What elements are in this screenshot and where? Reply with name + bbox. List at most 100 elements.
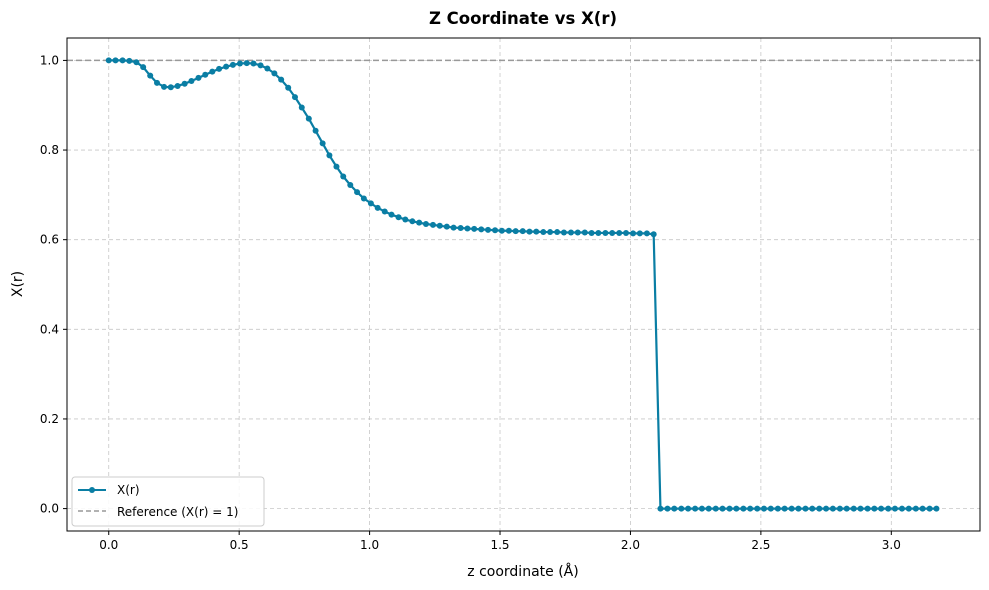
data-point (492, 227, 499, 234)
legend-box (71, 476, 265, 527)
data-point (664, 505, 671, 512)
data-point (422, 221, 429, 227)
data-point (843, 505, 850, 512)
data-point (347, 182, 354, 188)
data-point (312, 127, 319, 134)
data-point (105, 57, 112, 64)
data-point (919, 505, 926, 512)
data-point (747, 505, 754, 512)
data-point (133, 59, 140, 66)
x-tick-label: 0.0 (99, 538, 118, 552)
data-point (291, 94, 298, 101)
data-point (216, 65, 223, 72)
data-point (657, 505, 664, 512)
data-point (733, 505, 740, 512)
data-point (912, 505, 919, 512)
data-point (354, 189, 361, 196)
data-point (650, 231, 657, 238)
data-point (471, 225, 478, 232)
data-point (395, 214, 402, 221)
data-point (154, 79, 160, 86)
data-point (416, 219, 423, 226)
data-point (712, 505, 719, 512)
data-point (285, 84, 292, 91)
data-point (257, 62, 264, 69)
data-point (726, 505, 733, 512)
data-point (298, 104, 305, 111)
data-point (926, 505, 933, 512)
data-point (388, 211, 395, 218)
data-point (547, 229, 554, 236)
data-point (326, 152, 333, 159)
data-point (305, 115, 312, 122)
data-point (181, 80, 188, 87)
data-point (202, 71, 209, 78)
chart-title: Z Coordinate vs X(r) (429, 9, 617, 28)
data-point (609, 229, 616, 236)
y-tick-label: 0.0 (40, 502, 59, 516)
x-tick-label: 3.0 (882, 538, 901, 552)
data-point (864, 505, 871, 512)
y-axis-label: X(r) (10, 271, 26, 297)
data-point (829, 505, 836, 512)
data-point (485, 226, 492, 233)
y-tick-label: 0.4 (40, 322, 59, 336)
data-point (685, 505, 692, 512)
data-point (381, 208, 388, 215)
data-point (188, 78, 195, 85)
data-point (505, 227, 512, 234)
data-point (878, 505, 885, 512)
x-tick-label: 2.0 (621, 538, 640, 552)
data-point (119, 57, 126, 64)
data-point (223, 63, 230, 70)
data-point (195, 74, 202, 81)
legend: X(r) Reference (X(r) = 1) (71, 476, 265, 527)
data-point (678, 505, 685, 512)
data-point (236, 60, 243, 67)
legend-series-label: X(r) (117, 483, 140, 497)
x-tick-label: 0.5 (230, 538, 249, 552)
data-point (519, 228, 526, 235)
data-point (809, 505, 816, 512)
data-point (526, 228, 533, 235)
x-axis-ticks: 0.0 0.5 1.0 1.5 2.0 2.5 3.0 (99, 531, 901, 552)
data-point (850, 505, 857, 512)
y-tick-label: 1.0 (40, 53, 59, 67)
data-point (767, 505, 774, 512)
data-point (581, 229, 588, 236)
data-point (623, 229, 630, 236)
data-point (112, 57, 119, 64)
x-tick-label: 2.5 (751, 538, 770, 552)
data-point (761, 505, 768, 512)
data-point (174, 82, 181, 89)
data-point (595, 229, 602, 236)
data-point (147, 72, 154, 79)
y-tick-label: 0.2 (40, 412, 59, 426)
data-point (823, 505, 830, 512)
data-point (512, 228, 519, 235)
data-point (692, 505, 699, 512)
data-point (567, 229, 574, 236)
data-point (498, 227, 505, 234)
data-point (402, 216, 409, 223)
y-axis-ticks: 0.0 0.2 0.4 0.6 0.8 1.0 (40, 53, 67, 516)
data-point (167, 84, 174, 91)
data-point (229, 61, 236, 68)
data-point (740, 505, 747, 512)
data-point (333, 163, 340, 170)
y-tick-label: 0.6 (40, 233, 59, 247)
data-point (857, 505, 864, 512)
data-point (374, 204, 381, 211)
data-point (802, 505, 809, 512)
data-point (698, 505, 705, 512)
data-point (429, 221, 436, 228)
data-point (574, 229, 581, 236)
data-point (443, 223, 450, 230)
data-point (533, 228, 540, 235)
x-axis-label: z coordinate (Å) (467, 563, 578, 580)
data-point (360, 195, 367, 202)
data-point (795, 505, 802, 512)
data-point (340, 173, 347, 180)
data-point (643, 230, 650, 237)
